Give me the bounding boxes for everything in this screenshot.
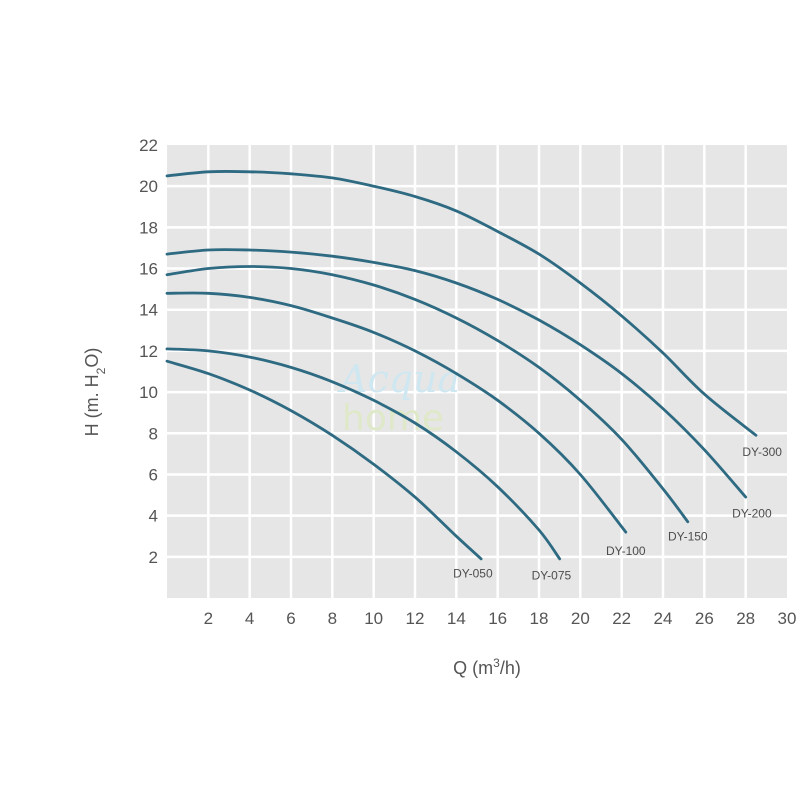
x-tick-label: 6 [286, 609, 295, 628]
y-axis-ticks: 2 4 6 8 10 12 14 16 18 20 22 [139, 136, 158, 567]
y-tick-label: 2 [149, 548, 158, 567]
series-line-dy-050 [165, 359, 483, 561]
x-tick-label: 20 [571, 609, 590, 628]
x-tick-label: 22 [612, 609, 631, 628]
series-line-dy-150 [165, 265, 690, 524]
y-tick-label: 14 [139, 301, 158, 320]
series-line-dy-100 [165, 291, 628, 534]
series-line-dy-200 [165, 248, 748, 499]
x-tick-label: 2 [204, 609, 213, 628]
x-tick-label: 12 [406, 609, 425, 628]
x-tick-label: 14 [447, 609, 466, 628]
x-tick-label: 24 [654, 609, 673, 628]
x-tick-label: 28 [736, 609, 755, 628]
y-tick-label: 10 [139, 383, 158, 402]
y-tick-label: 22 [139, 136, 158, 155]
series-label-dy-050: DY-050 [453, 566, 493, 580]
series-label-dy-075: DY-075 [532, 568, 572, 582]
x-tick-label: 18 [530, 609, 549, 628]
series-labels: DY-050 DY-075 DY-100 DY-150 DY-200 DY-300 [453, 445, 782, 583]
series-line-dy-075 [165, 347, 562, 561]
y-tick-label: 18 [139, 218, 158, 237]
series-label-dy-100: DY-100 [606, 544, 646, 558]
series-label-dy-200: DY-200 [732, 507, 772, 521]
x-tick-label: 26 [695, 609, 714, 628]
x-tick-label: 4 [245, 609, 254, 628]
y-tick-label: 4 [149, 507, 158, 526]
series-label-dy-150: DY-150 [668, 529, 708, 543]
series-label-dy-300: DY-300 [742, 445, 782, 459]
y-axis-title: H (m. H2O) [82, 348, 108, 437]
y-tick-label: 20 [139, 177, 158, 196]
x-tick-label: 16 [488, 609, 507, 628]
y-tick-label: 12 [139, 342, 158, 361]
y-tick-label: 6 [149, 465, 158, 484]
x-tick-label: 8 [328, 609, 337, 628]
y-tick-label: 8 [149, 424, 158, 443]
series-lines [165, 169, 758, 561]
y-tick-label: 16 [139, 260, 158, 279]
series-line-dy-300 [165, 169, 758, 437]
x-axis-ticks: 2 4 6 8 10 12 14 16 18 20 22 24 26 28 30 [204, 609, 797, 628]
x-axis-title: Q (m3/h) [453, 656, 521, 678]
x-tick-label: 10 [364, 609, 383, 628]
x-tick-label: 30 [778, 609, 797, 628]
